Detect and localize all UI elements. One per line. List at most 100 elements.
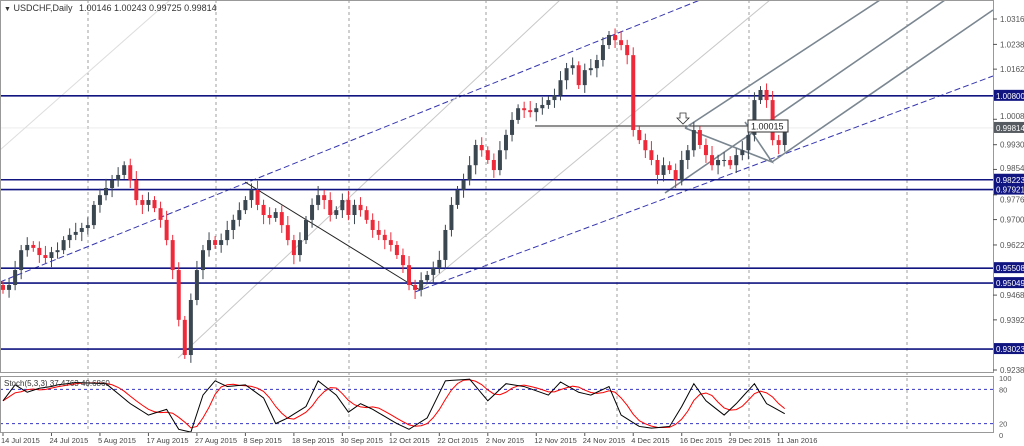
candle-body — [134, 180, 139, 201]
x-tick-label: 27 Aug 2015 — [195, 436, 237, 445]
x-tick-label: 29 Dec 2015 — [728, 436, 771, 445]
candle-body — [370, 219, 375, 230]
candle-body — [316, 195, 321, 205]
candle-body — [152, 200, 157, 209]
x-tick-label: 4 Dec 2015 — [631, 436, 669, 445]
candle-body — [607, 34, 611, 46]
candle-body — [334, 210, 339, 216]
candle-body — [122, 165, 127, 175]
candle-body — [213, 240, 218, 245]
level-label: 0.93023 — [996, 345, 1024, 354]
candle-body — [540, 104, 545, 109]
triangle-down-icon[interactable]: ▼ — [4, 6, 11, 13]
stoch-main-line — [2, 378, 785, 433]
candle-body — [110, 180, 115, 188]
candle-body — [31, 244, 36, 248]
x-tick-label: 18 Sep 2015 — [292, 436, 335, 445]
candle-body — [594, 60, 599, 69]
y-tick-label: 1.01620 — [1000, 65, 1024, 74]
x-tick-label: 22 Oct 2015 — [437, 436, 478, 445]
candle-body — [643, 140, 648, 151]
candle-body — [467, 165, 472, 181]
candle-body — [200, 250, 205, 271]
x-tick-label: 24 Jul 2015 — [49, 436, 88, 445]
chart-header: ▼ USDCHF,Daily 1.00146 1.00243 0.99725 0… — [4, 3, 217, 13]
candle-body — [413, 285, 418, 290]
candle-body — [291, 240, 296, 256]
candle-body — [661, 165, 666, 175]
candle-body — [249, 189, 254, 201]
candle-body — [419, 280, 424, 290]
x-tick-label: 2 Nov 2015 — [486, 436, 524, 445]
candle-body — [182, 319, 187, 356]
candle-body — [722, 159, 727, 161]
main-frame — [0, 0, 994, 373]
x-tick-label: 14 Jul 2015 — [1, 436, 40, 445]
candle-body — [691, 130, 696, 151]
candle-body — [552, 95, 557, 101]
candle-body — [310, 204, 315, 220]
level-label: 0.97921 — [996, 186, 1024, 195]
candle-body — [176, 270, 181, 320]
candle-body — [546, 100, 551, 105]
channel-lower-line — [414, 75, 994, 293]
stoch-signal-line — [2, 379, 786, 429]
level-badge — [994, 89, 1024, 101]
candle-body — [740, 150, 745, 156]
candle-body — [443, 229, 448, 260]
decline-line — [244, 181, 421, 291]
candle-body — [267, 215, 272, 218]
candle-body — [746, 134, 751, 151]
candle-body — [1, 285, 5, 290]
x-tick-label: 12 Oct 2015 — [389, 436, 430, 445]
candle-body — [237, 210, 242, 220]
candle-body — [679, 159, 684, 181]
candle-body — [710, 155, 715, 166]
candle-body — [61, 240, 66, 251]
pitchfork-tine — [771, 9, 994, 163]
candles — [1, 28, 787, 363]
x-tick-label: 24 Nov 2015 — [583, 436, 626, 445]
candle-body — [164, 219, 169, 241]
candle-body — [352, 204, 357, 216]
candle-body — [79, 228, 84, 232]
candle-body — [613, 34, 618, 41]
candle-body — [625, 45, 630, 56]
candle-body — [279, 212, 284, 226]
candle-body — [637, 130, 642, 141]
candle-body — [455, 189, 460, 205]
candle-body — [304, 219, 308, 241]
current-price-badge — [994, 121, 1024, 133]
candle-body — [346, 200, 351, 216]
pitchfork-tine — [684, 0, 881, 129]
level-badge — [994, 262, 1024, 274]
candle-body — [570, 65, 575, 69]
level-badge — [994, 277, 1024, 289]
candle-body — [97, 195, 102, 205]
x-tick-label: 12 Nov 2015 — [534, 436, 577, 445]
stoch-level-label: 100 — [999, 374, 1012, 383]
candle-body — [388, 240, 393, 245]
candle-body — [188, 299, 193, 356]
stoch-frame — [0, 376, 994, 433]
candle-body — [194, 270, 199, 300]
candle-body — [534, 108, 539, 113]
symbol-label: USDCHF,Daily — [13, 3, 73, 13]
candle-body — [91, 204, 96, 226]
candle-body — [431, 268, 436, 275]
candle-body — [19, 250, 24, 271]
stoch-level-label: 0 — [999, 431, 1003, 440]
candle-body — [564, 68, 569, 81]
candle-body — [25, 244, 30, 251]
candle-body — [764, 89, 769, 101]
candle-body — [479, 145, 484, 151]
candle-body — [673, 170, 678, 181]
x-tick-label: 8 Sep 2015 — [243, 436, 281, 445]
candle-body — [170, 240, 175, 271]
candle-body — [158, 208, 163, 220]
candle-body — [685, 150, 690, 160]
